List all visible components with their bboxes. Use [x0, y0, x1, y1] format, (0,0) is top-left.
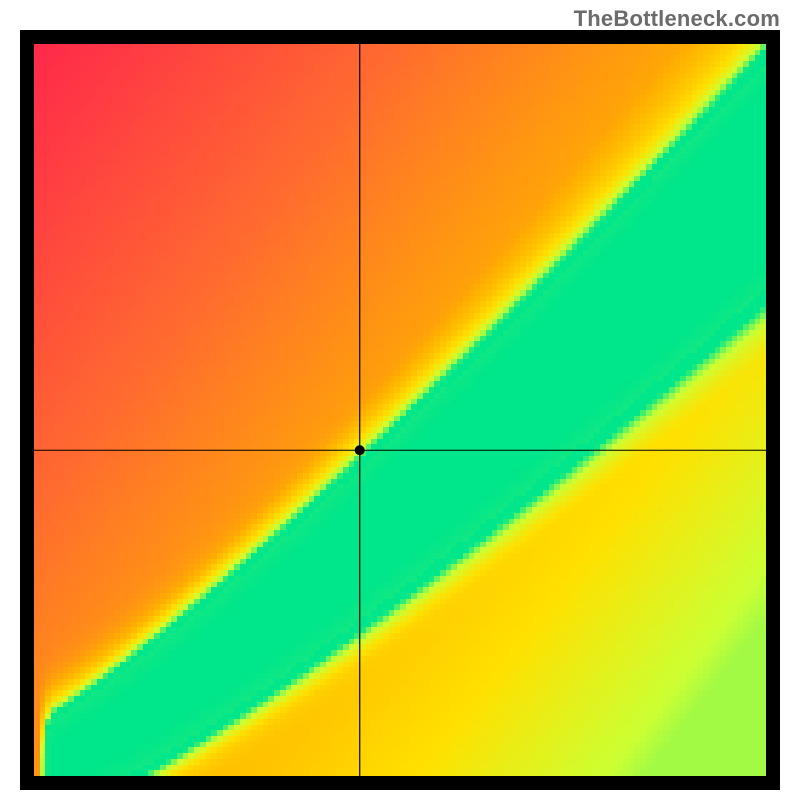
bottleneck-heatmap — [20, 30, 780, 790]
heatmap-canvas — [20, 30, 780, 790]
chart-container: TheBottleneck.com — [0, 0, 800, 800]
watermark-text: TheBottleneck.com — [574, 6, 780, 32]
